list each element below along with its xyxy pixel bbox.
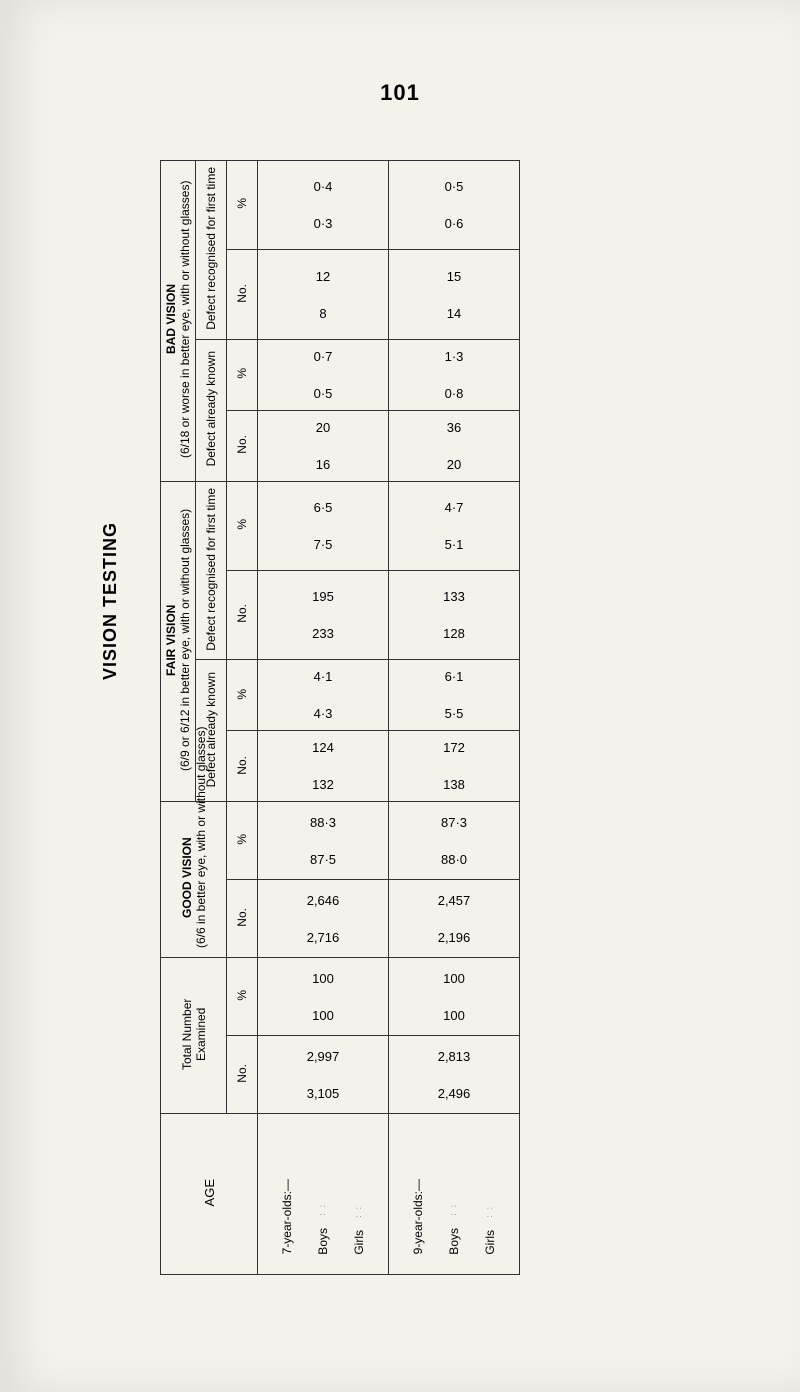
measure-pct: % — [227, 161, 258, 250]
vision-table-wrapper: BAD VISION(6/18 or worse in better eye, … — [160, 160, 520, 1275]
cell-good-pct-a: 88·387·5 — [258, 802, 389, 880]
age-col-9: 9-year-olds:—: :Boys: :Girls — [389, 1114, 520, 1275]
cell-total-pct-b: 100100 — [389, 958, 520, 1036]
vision-table: BAD VISION(6/18 or worse in better eye, … — [160, 160, 520, 1275]
group-bad-label: BAD VISION(6/18 or worse in better eye, … — [161, 161, 196, 482]
cell-fair-alr-pct-b: 6·15·5 — [389, 660, 520, 731]
cell-fair-rec-no-a: 195233 — [258, 571, 389, 660]
measure-pct: % — [227, 339, 258, 410]
age-col-7: 7-year-olds:—: :Boys: :Girls — [258, 1114, 389, 1275]
cell-good-pct-b: 87·388·0 — [389, 802, 520, 880]
measure-pct: % — [227, 958, 258, 1036]
cell-total-no-a: 2,9973,105 — [258, 1036, 389, 1114]
cell-fair-alr-no-b: 172138 — [389, 731, 520, 802]
cell-bad-alr-pct-b: 1·30·8 — [389, 339, 520, 410]
measure-pct: % — [227, 481, 258, 570]
measure-no: No. — [227, 731, 258, 802]
group-fair-label: FAIR VISION(6/9 or 6/12 in better eye, w… — [161, 481, 196, 802]
measure-no: No. — [227, 571, 258, 660]
measure-no: No. — [227, 410, 258, 481]
cell-total-no-b: 2,8132,496 — [389, 1036, 520, 1114]
cell-bad-alr-no-a: 2016 — [258, 410, 389, 481]
subrow-already-bad: Defect already known — [196, 339, 227, 481]
cell-good-no-a: 2,6462,716 — [258, 880, 389, 958]
cell-fair-rec-pct-b: 4·75·1 — [389, 481, 520, 570]
cell-fair-alr-pct-a: 4·14·3 — [258, 660, 389, 731]
page-title: VISION TESTING — [100, 522, 121, 680]
measure-no: No. — [227, 1036, 258, 1114]
cell-bad-rec-no-a: 128 — [258, 250, 389, 339]
age-label: AGE — [161, 1114, 258, 1275]
measure-pct: % — [227, 802, 258, 880]
cell-good-no-b: 2,4572,196 — [389, 880, 520, 958]
measure-no: No. — [227, 250, 258, 339]
measure-pct: % — [227, 660, 258, 731]
measure-no: No. — [227, 880, 258, 958]
cell-bad-rec-no-b: 1514 — [389, 250, 520, 339]
group-good-label: GOOD VISION(6/6 in better eye, with or w… — [161, 802, 227, 958]
page-number: 101 — [0, 80, 800, 106]
subrow-recognised-fair: Defect recognised for first time — [196, 481, 227, 660]
cell-bad-rec-pct-a: 0·40·3 — [258, 161, 389, 250]
cell-fair-alr-no-a: 124132 — [258, 731, 389, 802]
subrow-recognised-bad: Defect recognised for first time — [196, 161, 227, 340]
page: 101 VISION TESTING BAD VISION(6/18 or wo… — [0, 0, 800, 1392]
cell-fair-rec-pct-a: 6·57·5 — [258, 481, 389, 570]
cell-bad-alr-pct-a: 0·70·5 — [258, 339, 389, 410]
cell-total-pct-a: 100100 — [258, 958, 389, 1036]
cell-bad-rec-pct-b: 0·50·6 — [389, 161, 520, 250]
cell-bad-alr-no-b: 3620 — [389, 410, 520, 481]
group-total-label: Total NumberExamined — [161, 958, 227, 1114]
cell-fair-rec-no-b: 133128 — [389, 571, 520, 660]
